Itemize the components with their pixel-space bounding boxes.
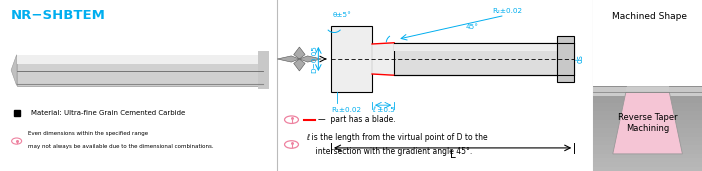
Text: θ±5°: θ±5°: [333, 12, 352, 18]
Bar: [557, 36, 574, 82]
Text: Even dimensions within the specified range: Even dimensions within the specified ran…: [28, 131, 148, 136]
Bar: [593, 0, 702, 86]
Text: ℓ is the length from the virtual point of D to the: ℓ is the length from the virtual point o…: [306, 133, 487, 142]
Text: —  part has a blade.: — part has a blade.: [319, 115, 396, 124]
Bar: [395, 43, 574, 75]
Text: R₂±0.02: R₂±0.02: [492, 8, 522, 14]
Text: Material: Ultra-fine Grain Cemented Carbide: Material: Ultra-fine Grain Cemented Carb…: [30, 110, 185, 116]
Polygon shape: [11, 55, 17, 86]
Polygon shape: [300, 56, 322, 62]
Text: may not always be available due to the dimensional combinations.: may not always be available due to the d…: [28, 144, 213, 149]
Text: L: L: [450, 150, 456, 160]
Polygon shape: [17, 55, 263, 86]
Text: Machined Shape: Machined Shape: [612, 12, 687, 21]
Text: ℓ ±0.5: ℓ ±0.5: [371, 107, 395, 113]
Text: NR−SHBTEM: NR−SHBTEM: [11, 9, 106, 22]
Text: D−0.05: D−0.05: [311, 45, 317, 73]
Text: R₁±0.02: R₁±0.02: [331, 107, 361, 113]
Text: 45°: 45°: [465, 23, 478, 30]
Polygon shape: [277, 56, 300, 62]
Text: Reverse Taper
Machining: Reverse Taper Machining: [618, 113, 677, 133]
Text: ds: ds: [576, 55, 585, 63]
Bar: [331, 26, 372, 92]
Polygon shape: [613, 92, 682, 154]
Polygon shape: [372, 43, 395, 75]
Polygon shape: [293, 47, 305, 59]
Text: intersection with the gradient angle 45°.: intersection with the gradient angle 45°…: [306, 147, 472, 156]
Polygon shape: [293, 59, 305, 71]
